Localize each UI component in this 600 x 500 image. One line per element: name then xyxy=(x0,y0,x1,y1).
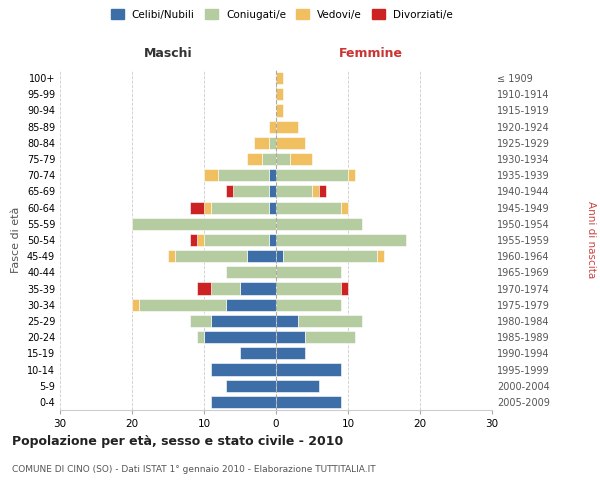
Bar xyxy=(233,186,269,198)
Bar xyxy=(168,250,175,262)
Bar xyxy=(276,234,406,246)
Bar xyxy=(211,315,276,327)
Bar xyxy=(197,234,204,246)
Bar xyxy=(197,331,204,343)
Bar xyxy=(204,331,276,343)
Bar xyxy=(341,282,348,294)
Bar xyxy=(211,364,276,376)
Bar xyxy=(204,202,211,213)
Text: Maschi: Maschi xyxy=(143,47,193,60)
Bar xyxy=(218,169,269,181)
Bar xyxy=(240,348,276,360)
Bar xyxy=(211,282,240,294)
Bar xyxy=(276,186,312,198)
Bar xyxy=(312,186,319,198)
Bar xyxy=(276,282,341,294)
Bar xyxy=(247,250,276,262)
Bar xyxy=(276,88,283,101)
Bar xyxy=(348,169,355,181)
Bar xyxy=(276,153,290,165)
Bar xyxy=(276,396,341,408)
Bar xyxy=(276,250,283,262)
Bar xyxy=(247,153,262,165)
Bar xyxy=(377,250,384,262)
Bar xyxy=(276,218,362,230)
Bar xyxy=(226,266,276,278)
Bar xyxy=(254,137,269,149)
Bar xyxy=(276,266,341,278)
Bar xyxy=(276,120,298,132)
Bar xyxy=(341,202,348,213)
Text: Femmine: Femmine xyxy=(339,47,403,60)
Bar xyxy=(211,202,269,213)
Bar xyxy=(298,315,362,327)
Bar xyxy=(269,186,276,198)
Bar xyxy=(269,202,276,213)
Bar xyxy=(276,104,283,117)
Bar xyxy=(139,298,226,311)
Bar xyxy=(132,298,139,311)
Bar xyxy=(276,72,283,84)
Bar xyxy=(226,298,276,311)
Text: Anni di nascita: Anni di nascita xyxy=(586,202,596,278)
Bar xyxy=(190,315,211,327)
Bar xyxy=(204,169,218,181)
Bar xyxy=(226,380,276,392)
Bar xyxy=(269,120,276,132)
Bar xyxy=(276,202,341,213)
Bar xyxy=(132,218,276,230)
Bar xyxy=(290,153,312,165)
Bar xyxy=(276,315,298,327)
Bar xyxy=(262,153,276,165)
Bar xyxy=(204,234,269,246)
Bar xyxy=(175,250,247,262)
Bar xyxy=(283,250,377,262)
Bar xyxy=(276,298,341,311)
Bar xyxy=(305,331,355,343)
Bar xyxy=(211,396,276,408)
Bar xyxy=(276,169,348,181)
Bar xyxy=(190,202,204,213)
Bar xyxy=(269,137,276,149)
Bar xyxy=(319,186,326,198)
Y-axis label: Fasce di età: Fasce di età xyxy=(11,207,21,273)
Bar xyxy=(276,380,319,392)
Bar xyxy=(276,331,305,343)
Bar xyxy=(269,234,276,246)
Bar xyxy=(276,137,305,149)
Bar xyxy=(197,282,211,294)
Bar xyxy=(190,234,197,246)
Bar xyxy=(240,282,276,294)
Text: COMUNE DI CINO (SO) - Dati ISTAT 1° gennaio 2010 - Elaborazione TUTTITALIA.IT: COMUNE DI CINO (SO) - Dati ISTAT 1° genn… xyxy=(12,465,376,474)
Bar xyxy=(276,364,341,376)
Bar xyxy=(226,186,233,198)
Text: Popolazione per età, sesso e stato civile - 2010: Popolazione per età, sesso e stato civil… xyxy=(12,435,343,448)
Bar xyxy=(269,169,276,181)
Bar xyxy=(276,348,305,360)
Legend: Celibi/Nubili, Coniugati/e, Vedovi/e, Divorziati/e: Celibi/Nubili, Coniugati/e, Vedovi/e, Di… xyxy=(107,5,457,24)
